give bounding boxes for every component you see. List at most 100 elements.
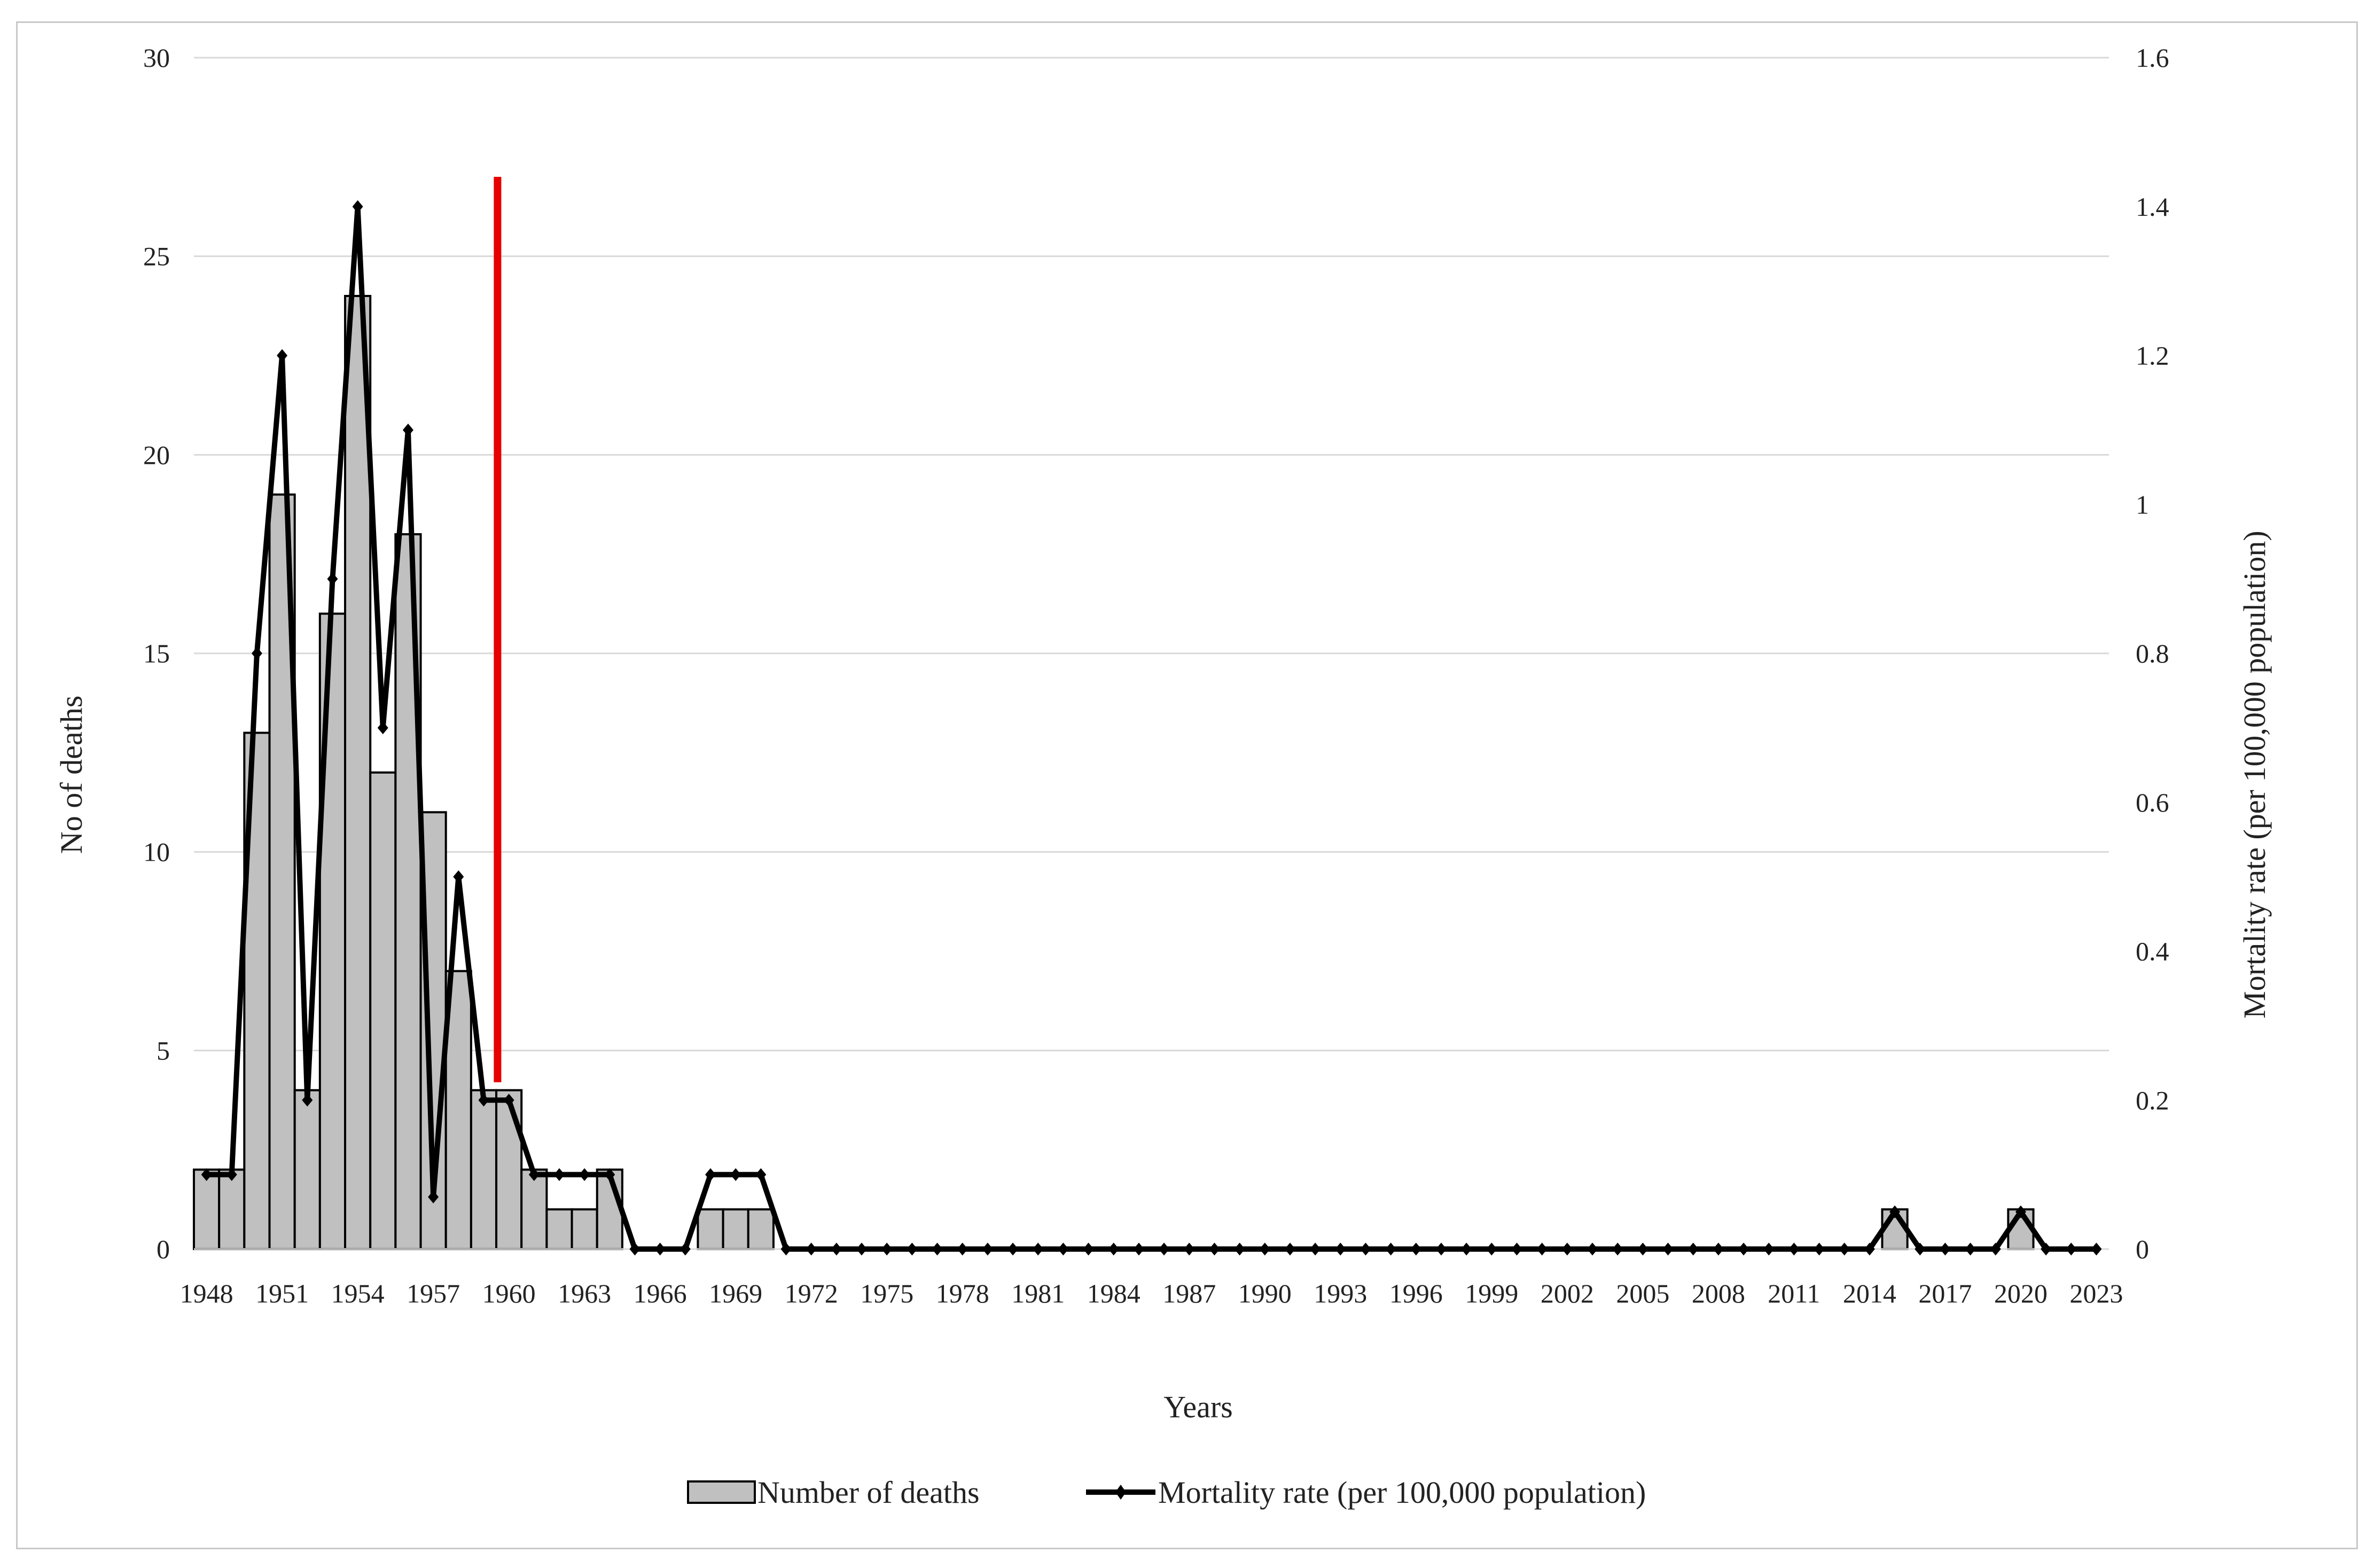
- line-marker: [932, 1243, 943, 1255]
- line-marker: [1536, 1243, 1548, 1255]
- line-marker: [2015, 1205, 2026, 1219]
- line-marker: [705, 1168, 716, 1181]
- left-axis-ticks: 0 5 10 15 20 25 30: [143, 43, 170, 1264]
- line-marker: [1259, 1243, 1270, 1255]
- line-marker: [1335, 1243, 1346, 1255]
- x-tick-label: 1960: [482, 1278, 536, 1308]
- y2-tick-label: 1.4: [2136, 192, 2169, 222]
- line-marker: [1839, 1243, 1850, 1255]
- x-tick-label: 1966: [634, 1278, 687, 1308]
- y2-axis-title: Mortality rate (per 100,000 population): [2237, 531, 2272, 1018]
- line-marker: [1763, 1243, 1775, 1255]
- y-tick-label: 30: [143, 43, 170, 73]
- line-marker: [1184, 1243, 1195, 1255]
- line-marker: [2066, 1243, 2077, 1255]
- line-marker: [1587, 1243, 1598, 1255]
- x-axis-title: Years: [1163, 1390, 1232, 1424]
- mortality-line: [206, 204, 2097, 1252]
- y-tick-label: 5: [157, 1035, 170, 1065]
- y2-tick-label: 1.6: [2136, 43, 2169, 73]
- x-tick-label: 2020: [1994, 1278, 2048, 1308]
- x-tick-label: 1957: [407, 1278, 460, 1308]
- line-marker: [277, 349, 288, 362]
- line-marker: [957, 1243, 968, 1255]
- bar: [293, 1089, 321, 1250]
- line-marker: [1461, 1243, 1472, 1255]
- y2-tick-label: 1.2: [2136, 341, 2169, 371]
- line-marker: [1410, 1243, 1421, 1255]
- line-marker: [2041, 1243, 2052, 1255]
- line-marker: [201, 1168, 212, 1181]
- x-tick-label: 1972: [785, 1278, 838, 1308]
- bar: [495, 1089, 523, 1250]
- line-marker: [1889, 1205, 1901, 1219]
- line-marker: [1133, 1243, 1144, 1255]
- legend-bar-label: Number of deaths: [757, 1475, 980, 1510]
- line-marker: [730, 1168, 741, 1181]
- x-tick-label: 1963: [558, 1278, 611, 1308]
- line-marker: [1486, 1243, 1497, 1255]
- right-axis-ticks: 0 0.2 0.4 0.6 0.8 1 1.2 1.4 1.6: [2136, 43, 2169, 1264]
- line-marker: [453, 870, 464, 884]
- bar: [520, 1168, 548, 1250]
- x-tick-label: 1954: [331, 1278, 385, 1308]
- line-marker: [1788, 1243, 1800, 1255]
- x-tick-label: 2008: [1692, 1278, 1745, 1308]
- x-tick-label: 1987: [1162, 1278, 1216, 1308]
- line-marker: [1965, 1243, 1976, 1255]
- x-tick-label: 1996: [1389, 1278, 1443, 1308]
- line-marker: [1284, 1243, 1295, 1255]
- line-marker: [1033, 1243, 1044, 1255]
- legend-bar-swatch: [687, 1480, 756, 1504]
- x-tick-label: 2014: [1843, 1278, 1896, 1308]
- line-marker: [1310, 1243, 1321, 1255]
- line-marker: [1511, 1243, 1522, 1255]
- line-marker: [251, 647, 262, 660]
- line-marker: [528, 1168, 540, 1181]
- y2-tick-label: 0.4: [2136, 937, 2169, 966]
- line-marker: [1209, 1243, 1220, 1255]
- x-tick-label: 1993: [1314, 1278, 1367, 1308]
- line-marker: [1915, 1243, 1926, 1255]
- line-marker: [327, 572, 338, 586]
- line-marker: [1940, 1243, 1951, 1255]
- line-marker: [1108, 1243, 1119, 1255]
- x-tick-label: 1990: [1238, 1278, 1292, 1308]
- x-tick-label: 2017: [1918, 1278, 1972, 1308]
- x-tick-label: 2023: [2069, 1278, 2123, 1308]
- bar: [470, 1089, 498, 1250]
- line-marker: [780, 1243, 792, 1255]
- legend-line-marker: [1115, 1485, 1126, 1500]
- x-tick-label: 1984: [1087, 1278, 1140, 1308]
- x-tick-label: 2002: [1541, 1278, 1594, 1308]
- legend-line-label: Mortality rate (per 100,000 population): [1158, 1475, 1646, 1510]
- x-tick-label: 1978: [936, 1278, 989, 1308]
- line-marker: [1688, 1243, 1699, 1255]
- y-tick-label: 15: [143, 638, 170, 668]
- line-marker: [1007, 1243, 1019, 1255]
- x-tick-label: 1999: [1465, 1278, 1518, 1308]
- bar: [369, 771, 397, 1250]
- line-marker: [1234, 1243, 1245, 1255]
- x-tick-label: 1975: [860, 1278, 913, 1308]
- line-marker: [1990, 1243, 2001, 1255]
- line-marker: [1561, 1243, 1573, 1255]
- line-marker: [982, 1243, 993, 1255]
- line-marker: [579, 1168, 590, 1181]
- bar: [218, 1168, 246, 1250]
- line-marker: [1058, 1243, 1069, 1255]
- line-marker: [604, 1168, 615, 1181]
- y2-tick-label: 0.8: [2136, 638, 2169, 668]
- line-marker: [1612, 1243, 1623, 1255]
- line-marker: [1864, 1243, 1875, 1255]
- chart-frame: 0 5 10 15 20 25 30 0 0.2 0.4 0.6 0.8 1 1.2 1.4 1.6 194…: [16, 21, 2358, 1549]
- line-marker: [755, 1168, 767, 1181]
- y2-tick-label: 1: [2136, 489, 2149, 519]
- line-marker: [806, 1243, 817, 1255]
- x-axis-ticks: 1948 1951 1954 1957 1960 1963 1966 1969 1972 1975…: [180, 1278, 2123, 1308]
- line-marker: [1385, 1243, 1396, 1255]
- x-tick-label: 2005: [1616, 1278, 1669, 1308]
- x-tick-label: 1951: [255, 1278, 309, 1308]
- line-marker: [1662, 1243, 1674, 1255]
- line-marker: [377, 721, 388, 735]
